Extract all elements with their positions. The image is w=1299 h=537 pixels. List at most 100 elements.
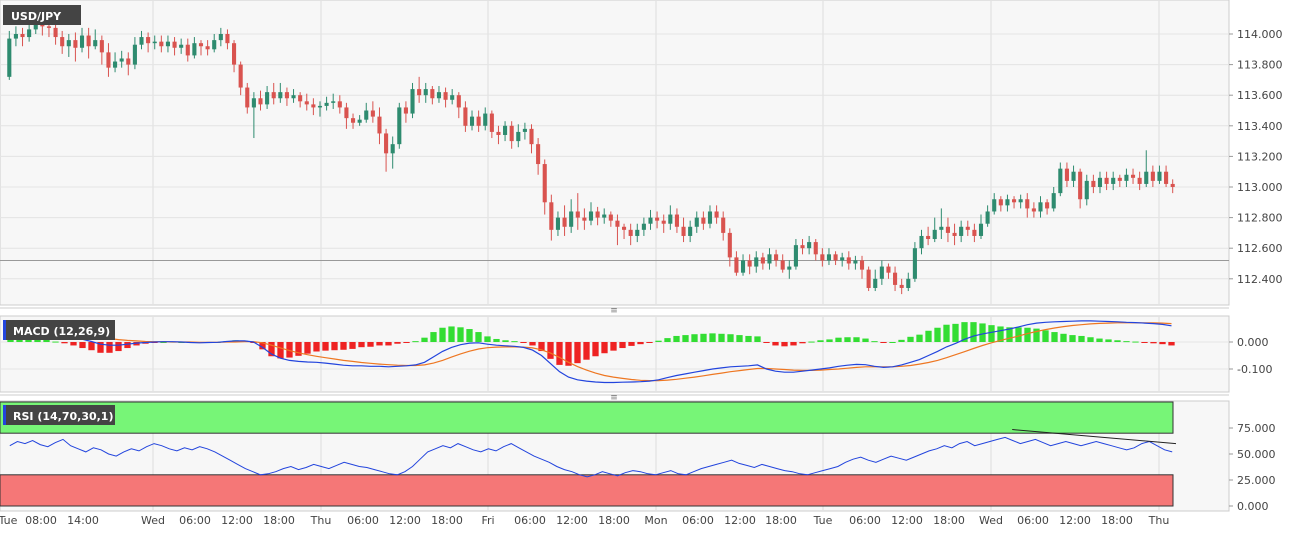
- macd-histogram-bar: [448, 326, 455, 342]
- candle-body: [628, 229, 633, 236]
- candle-body: [337, 101, 342, 108]
- candle-body: [661, 220, 666, 224]
- candle-body: [397, 107, 402, 145]
- candle-body: [727, 232, 732, 258]
- candle-body: [522, 128, 527, 132]
- price-axis: 114.000 113.800 113.600 113.400 113.200 113.0…: [1229, 28, 1283, 286]
- macd-histogram-bar: [1141, 342, 1148, 343]
- macd-histogram-bar: [340, 342, 347, 350]
- candle-body: [694, 217, 699, 227]
- macd-histogram-bar: [97, 342, 104, 353]
- candle-body: [1150, 171, 1155, 181]
- macd-histogram-bar: [1033, 328, 1040, 342]
- macd-histogram-bar: [79, 342, 86, 349]
- macd-histogram-bar: [916, 334, 923, 342]
- macd-histogram-bar: [583, 342, 590, 360]
- time-tick-label: 12:00: [556, 514, 588, 527]
- candle-body: [284, 92, 289, 99]
- macd-histogram-bar: [754, 336, 761, 342]
- candle-body: [608, 214, 613, 221]
- macd-histogram-bar: [907, 336, 914, 342]
- macd-histogram-bar: [493, 338, 500, 342]
- macd-histogram-bar: [88, 342, 95, 351]
- time-tick-label: 18:00: [431, 514, 463, 527]
- macd-histogram-bar: [412, 341, 419, 343]
- macd-histogram-bar: [835, 337, 842, 342]
- macd-histogram-bar: [628, 342, 635, 346]
- rsi-title-accent: [3, 405, 6, 425]
- candle-body: [1104, 177, 1109, 184]
- macd-histogram-bar: [106, 342, 113, 353]
- candle-body: [1018, 199, 1023, 203]
- macd-histogram-bar: [925, 330, 932, 342]
- candle-body: [826, 254, 832, 261]
- macd-histogram-bar: [160, 342, 167, 343]
- candle-body: [384, 133, 389, 154]
- candle-body: [569, 211, 574, 227]
- time-tick-label: 12:00: [389, 514, 421, 527]
- rsi-tick-label: 0.000: [1237, 500, 1269, 513]
- time-tick-label: 18:00: [933, 514, 965, 527]
- macd-histogram-bar: [304, 342, 311, 354]
- candle-body: [159, 41, 164, 47]
- macd-histogram-bar: [25, 338, 32, 342]
- candle-body: [780, 260, 785, 270]
- candle-body: [370, 110, 375, 117]
- macd-histogram-bar: [538, 342, 545, 352]
- rsi-title-box: [3, 405, 115, 425]
- candle-body: [952, 232, 957, 236]
- candle-body: [225, 34, 230, 44]
- candle-body: [258, 98, 263, 105]
- candle-body: [509, 125, 514, 142]
- candle-body: [939, 226, 944, 230]
- candle-body: [648, 217, 653, 224]
- candle-body: [106, 52, 111, 68]
- macd-histogram-bar: [133, 342, 140, 346]
- candle-body: [932, 229, 937, 240]
- candle-body: [866, 269, 871, 288]
- macd-histogram-bar: [826, 339, 833, 342]
- candle-body: [205, 46, 210, 50]
- candle-body: [469, 116, 475, 126]
- candle-body: [463, 107, 468, 126]
- candle-body: [972, 229, 977, 236]
- macd-histogram-bar: [1159, 342, 1166, 345]
- time-tick-label: Thu: [310, 514, 332, 527]
- macd-histogram-bar: [952, 323, 959, 342]
- macd-histogram-bar: [637, 342, 644, 345]
- macd-histogram-bar: [853, 337, 860, 342]
- macd-histogram-bar: [43, 339, 50, 342]
- candle-body: [833, 254, 838, 261]
- macd-histogram-bar: [70, 342, 77, 346]
- macd-histogram-bar: [970, 322, 977, 342]
- candle-body: [813, 242, 818, 255]
- candle-body: [86, 35, 91, 47]
- drag-handle-icon[interactable]: ≡: [610, 306, 618, 316]
- macd-histogram-bar: [943, 324, 950, 342]
- candle-body: [1071, 171, 1076, 181]
- time-tick-label: Wed: [141, 514, 165, 527]
- candle-body: [403, 107, 408, 114]
- macd-histogram-bar: [349, 342, 356, 349]
- candle-body: [1064, 168, 1069, 181]
- candle-body: [119, 58, 124, 62]
- macd-histogram-bar: [268, 342, 275, 357]
- macd-tick-label: -0.100: [1237, 363, 1272, 376]
- candle-body: [60, 37, 65, 47]
- macd-histogram-bar: [1069, 335, 1076, 342]
- macd-histogram-bar: [664, 338, 671, 342]
- drag-handle-icon-2[interactable]: ≡: [610, 393, 618, 403]
- macd-histogram-bar: [502, 340, 509, 342]
- candle-body: [53, 27, 58, 38]
- time-tick-label: Mon: [644, 514, 667, 527]
- macd-histogram-bar: [421, 337, 428, 342]
- macd-histogram-bar: [331, 342, 338, 351]
- macd-histogram-bar: [475, 332, 482, 342]
- candle-body: [1097, 177, 1103, 187]
- candle-body: [317, 105, 323, 108]
- rsi-tick-label: 50.000: [1237, 448, 1276, 461]
- candle-body: [1025, 199, 1030, 209]
- macd-histogram-bar: [547, 342, 554, 359]
